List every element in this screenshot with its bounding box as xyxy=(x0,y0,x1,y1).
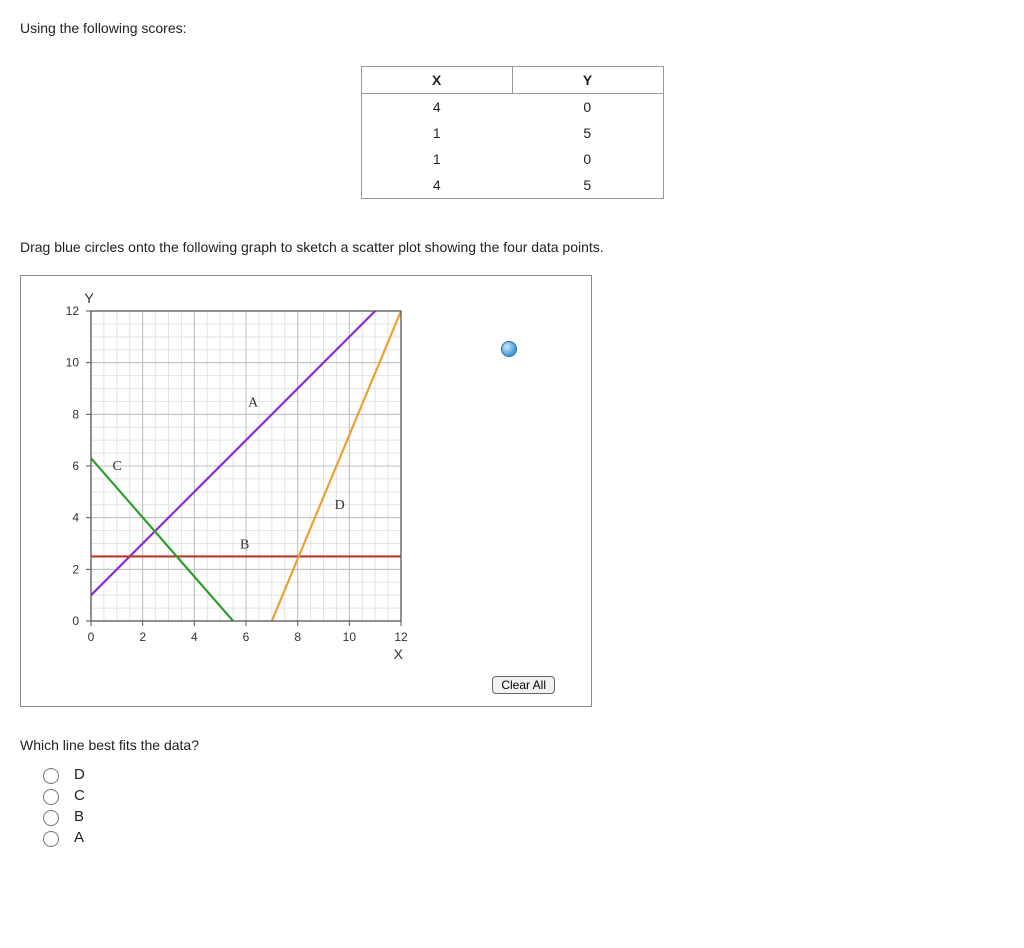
svg-text:A: A xyxy=(248,395,259,410)
answer-option[interactable]: D xyxy=(38,765,1004,784)
answer-radio[interactable] xyxy=(43,768,59,784)
table-cell: 5 xyxy=(512,172,663,199)
table-cell: 1 xyxy=(361,146,512,172)
table-cell: 4 xyxy=(361,94,512,121)
scores-table: XY 40151045 xyxy=(361,66,664,199)
table-cell: 4 xyxy=(361,172,512,199)
svg-text:10: 10 xyxy=(66,356,80,370)
svg-text:12: 12 xyxy=(66,304,80,318)
svg-text:Y: Y xyxy=(84,290,94,306)
answer-option[interactable]: B xyxy=(38,807,1004,826)
answer-label: A xyxy=(74,829,84,846)
scatter-chart[interactable]: A B C D 0 2 4 6 8 10 12 0 2 4 6 8 10 12 X Y xyxy=(31,286,441,696)
svg-text:D: D xyxy=(335,498,345,513)
svg-text:10: 10 xyxy=(343,630,357,644)
table-row: 40 xyxy=(361,94,663,121)
table-header: Y xyxy=(512,67,663,94)
table-cell: 5 xyxy=(512,120,663,146)
table-cell: 0 xyxy=(512,94,663,121)
table-row: 45 xyxy=(361,172,663,199)
answer-label: C xyxy=(74,787,85,804)
table-cell: 0 xyxy=(512,146,663,172)
answer-label: D xyxy=(74,766,85,783)
svg-text:8: 8 xyxy=(294,630,301,644)
svg-text:2: 2 xyxy=(72,562,79,576)
table-header: X xyxy=(361,67,512,94)
svg-text:4: 4 xyxy=(191,630,198,644)
graph-container: A B C D 0 2 4 6 8 10 12 0 2 4 6 8 10 12 X Y Clear All xyxy=(20,275,592,707)
answer-option[interactable]: A xyxy=(38,828,1004,847)
svg-text:6: 6 xyxy=(72,459,79,473)
svg-text:0: 0 xyxy=(88,630,95,644)
answer-radio[interactable] xyxy=(43,831,59,847)
table-row: 15 xyxy=(361,120,663,146)
svg-text:X: X xyxy=(394,646,404,662)
intro-text: Using the following scores: xyxy=(20,20,1004,36)
question-text: Which line best fits the data? xyxy=(20,737,1004,753)
svg-text:12: 12 xyxy=(394,630,408,644)
instruction-text: Drag blue circles onto the following gra… xyxy=(20,239,1004,255)
svg-text:0: 0 xyxy=(72,614,79,628)
answer-radio[interactable] xyxy=(43,810,59,826)
svg-text:B: B xyxy=(240,537,249,552)
table-cell: 1 xyxy=(361,120,512,146)
answer-radio[interactable] xyxy=(43,789,59,805)
svg-text:2: 2 xyxy=(139,630,146,644)
svg-text:8: 8 xyxy=(72,407,79,421)
svg-text:4: 4 xyxy=(72,511,79,525)
draggable-point-icon[interactable] xyxy=(501,341,517,357)
table-row: 10 xyxy=(361,146,663,172)
answer-option[interactable]: C xyxy=(38,786,1004,805)
svg-text:6: 6 xyxy=(243,630,250,644)
answer-list: DCBA xyxy=(38,765,1004,847)
svg-text:C: C xyxy=(113,459,122,474)
clear-all-button[interactable]: Clear All xyxy=(492,676,555,694)
answer-label: B xyxy=(74,808,84,825)
